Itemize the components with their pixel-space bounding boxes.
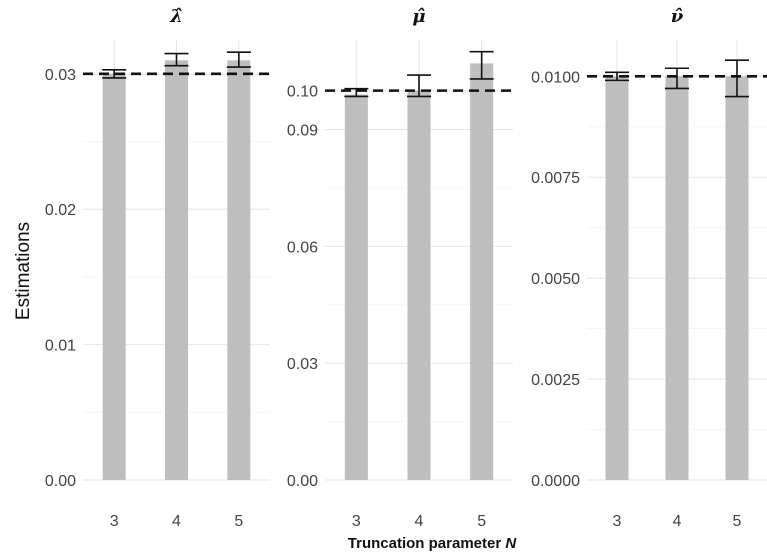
x-tick-label: 4: [673, 513, 682, 530]
y-tick-label: 0.02: [45, 202, 76, 219]
error-bar: [226, 51, 251, 68]
x-tick-label: 5: [477, 513, 486, 530]
bar: [407, 90, 431, 480]
x-axis-title: Truncation parameter N: [348, 535, 518, 552]
x-tick-label: 5: [733, 513, 742, 530]
error-bar: [665, 67, 689, 90]
x-tick-label: 4: [172, 513, 181, 530]
error-bar: [469, 50, 494, 80]
y-tick-label: 0.03: [287, 356, 318, 373]
y-tick-label: 0.09: [287, 123, 318, 140]
bar: [102, 73, 126, 480]
panel-title: ν̂: [671, 6, 684, 27]
x-tick-label: 5: [234, 513, 243, 530]
bar: [725, 76, 749, 481]
panel-title: μ̂: [412, 6, 425, 27]
y-tick-label: 0.0000: [531, 473, 580, 490]
bar: [344, 94, 368, 480]
y-tick-label: 0.00: [45, 473, 76, 490]
y-tick-label: 0.0100: [531, 69, 580, 86]
x-tick-label: 3: [110, 513, 119, 530]
y-tick-label: 0.00: [287, 473, 318, 490]
error-bar: [725, 59, 749, 98]
error-bar: [164, 52, 189, 67]
panel-2: 0.00 0.03 0.06 0.09 0.10 3 4 5 μ̂: [287, 6, 513, 530]
panel-3: 0.0000 0.0025 0.0050 0.0075 0.0100 3 4 5 ν̂: [531, 6, 767, 530]
y-tick-label: 0.0075: [531, 170, 580, 187]
bar: [165, 60, 188, 481]
x-axis-title-variable: N: [505, 535, 517, 552]
y-tick-label: 0.03: [45, 67, 76, 84]
panel-1: 0.00 0.01 0.02 0.03 3 4 5 λ̂: [45, 6, 270, 530]
bar: [470, 63, 494, 481]
x-axis-title-text: Truncation parameter: [348, 535, 506, 552]
x-tick-label: 3: [613, 513, 622, 530]
y-tick-label: 0.0050: [531, 271, 580, 288]
x-tick-label: 3: [352, 513, 361, 530]
error-bar: [605, 71, 629, 82]
error-bar: [407, 74, 431, 98]
y-axis-title: Estimations: [13, 222, 34, 320]
bar: [665, 76, 689, 481]
error-bar: [102, 68, 127, 79]
panel-title: λ̂: [169, 6, 183, 27]
y-tick-label: 0.10: [287, 84, 318, 101]
y-tick-label: 0.06: [287, 239, 318, 256]
bar: [227, 60, 251, 481]
x-tick-label: 4: [415, 513, 424, 530]
bar: [605, 76, 629, 481]
y-tick-label: 0.01: [45, 338, 76, 355]
error-bar: [344, 87, 369, 98]
facet-panels: 0.00 0.01 0.02 0.03 3 4 5 λ̂ 0.00 0.03 0.06 0.09 0.1…: [45, 6, 767, 530]
y-tick-label: 0.0025: [531, 372, 580, 389]
